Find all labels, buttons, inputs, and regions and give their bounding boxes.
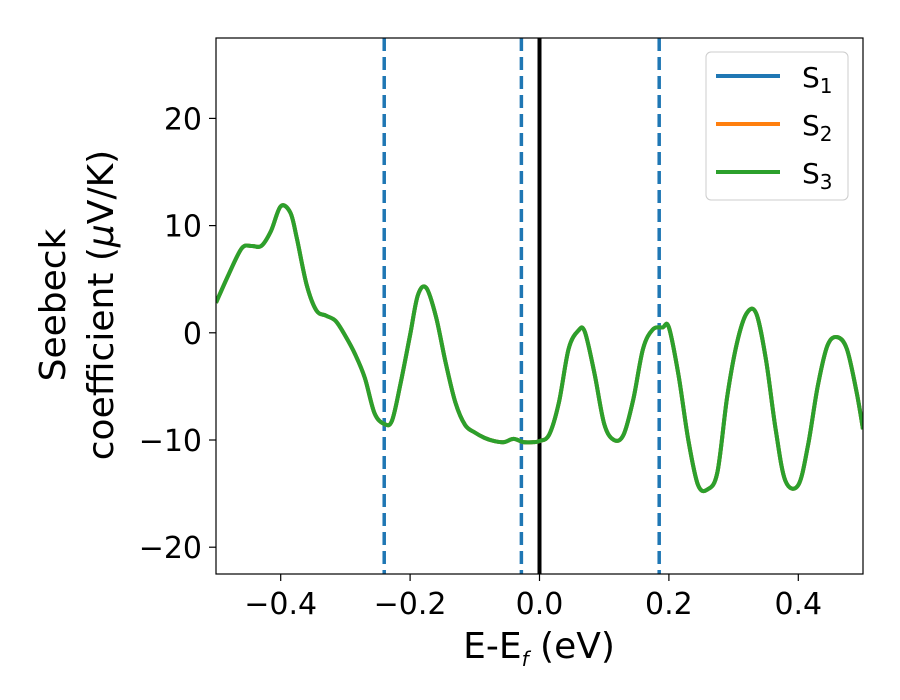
y-axis-label-mu: μ (81, 224, 122, 248)
x-tick-label: −0.4 (244, 587, 317, 622)
x-axis-label: E-Ef (eV) (463, 626, 615, 671)
legend-label-s1-sub: 1 (820, 74, 833, 98)
x-tick-label: 0.0 (516, 587, 564, 622)
series-layer (216, 203, 863, 494)
y-tick-label: 0 (183, 317, 202, 352)
legend-label-s3-sub: 3 (820, 170, 833, 194)
legend: S1 S2 S3 (705, 51, 849, 201)
x-axis-label-main: E-E (463, 626, 521, 667)
x-axis-label-unit: (eV) (529, 626, 615, 667)
x-axis-label-subscript: f (522, 647, 532, 671)
legend-label-s2-main: S (802, 109, 820, 142)
series-line-s3 (216, 203, 863, 494)
legend-label-s1-main: S (802, 61, 820, 94)
legend-label-s2: S2 (802, 109, 833, 146)
y-axis-label-line2: coefficient (μV/K) (81, 150, 122, 460)
y-axis-label-prefix: coefficient ( (81, 247, 122, 460)
legend-label-s3-main: S (802, 157, 820, 190)
y-axis: −20 −10 0 10 20 (139, 102, 216, 566)
y-axis-label: Seebeck coefficient (μV/K) (33, 150, 122, 460)
y-tick-label: 10 (164, 210, 202, 245)
x-axis: −0.4 −0.2 0.0 0.2 0.4 (244, 574, 822, 622)
legend-label-s3: S3 (802, 157, 833, 194)
y-tick-label: −10 (139, 424, 202, 459)
y-axis-label-suffix: V/K) (81, 150, 122, 224)
y-axis-label-line1: Seebeck (33, 228, 74, 381)
x-tick-label: 0.2 (645, 587, 693, 622)
reference-lines (382, 38, 661, 574)
x-tick-label: 0.4 (774, 587, 822, 622)
y-tick-label: 20 (164, 102, 202, 137)
legend-label-s1: S1 (802, 61, 833, 98)
x-tick-label: −0.2 (374, 587, 447, 622)
y-tick-label: −20 (139, 531, 202, 566)
legend-label-s2-sub: 2 (820, 122, 833, 146)
